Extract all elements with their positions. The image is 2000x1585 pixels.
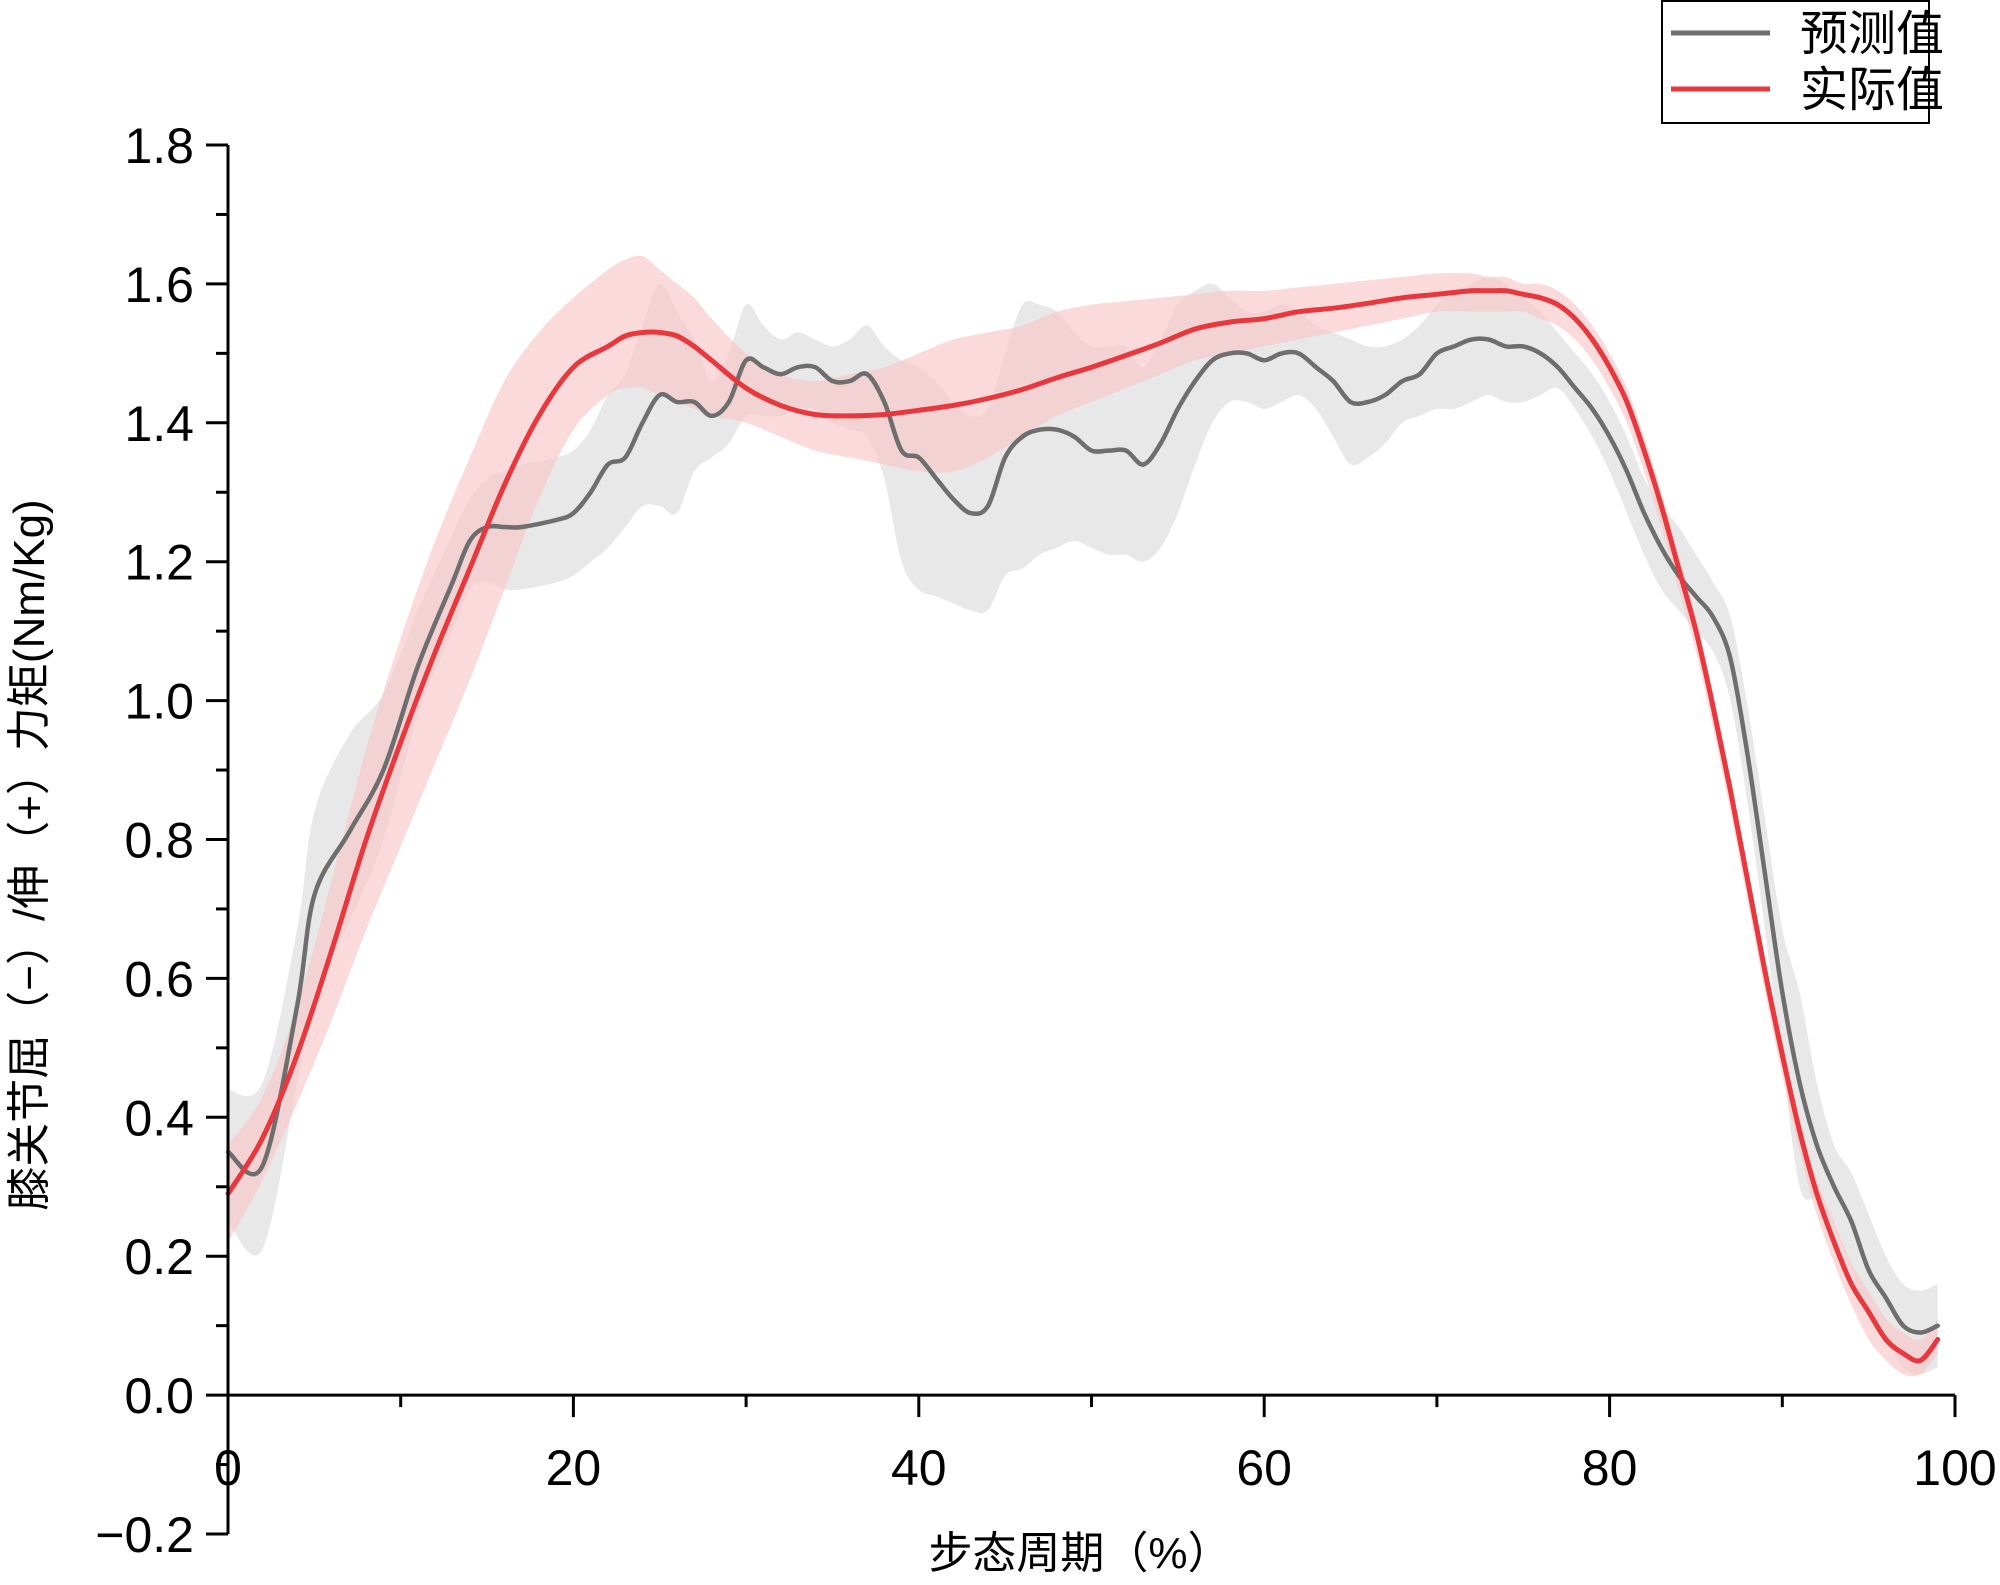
x-tick-label: 40 (891, 1440, 947, 1496)
y-tick-label: 0.0 (124, 1368, 194, 1424)
y-tick-label: 0.6 (124, 951, 194, 1007)
confidence-bands (228, 255, 1938, 1377)
series-lines (225, 288, 1941, 1364)
y-tick-label: 1.6 (124, 257, 194, 313)
y-tick-label: 0.2 (124, 1229, 194, 1285)
legend-label-actual: 实际值 (1800, 64, 1944, 117)
y-tick-label: 0.4 (124, 1090, 194, 1146)
band-predicted (228, 277, 1938, 1375)
y-tick-label: −0.2 (95, 1507, 194, 1563)
y-tick-label: 0.8 (124, 813, 194, 869)
x-tick-label: 80 (1582, 1440, 1638, 1496)
legend-label-predicted: 预测值 (1800, 8, 1944, 61)
y-tick-label: 1.4 (124, 396, 194, 452)
y-tick-label: 1.8 (124, 118, 194, 174)
y-tick-label: 1.2 (124, 535, 194, 591)
tick-labels: −0.2 0.0 0.2 0.4 0.6 0.8 1.0 1.2 1.4 1.6 1.8 0 20 40 6… (95, 118, 1996, 1563)
y-tick-label: 1.0 (124, 674, 194, 730)
axes (206, 143, 1957, 1536)
legend-box (1661, 0, 1930, 124)
x-tick-label: 100 (1913, 1440, 1996, 1496)
x-tick-label: 0 (214, 1440, 242, 1496)
x-axis-title: 步态周期（%） (928, 1529, 1231, 1578)
series-line-actual (225, 288, 1941, 1364)
x-tick-label: 60 (1236, 1440, 1292, 1496)
legend: 预测值 实际值 (1661, 0, 1944, 124)
y-axis-title: 膝关节屈（−）/伸（+）力矩(Nm/Kg) (5, 499, 54, 1210)
x-tick-label: 20 (546, 1440, 602, 1496)
